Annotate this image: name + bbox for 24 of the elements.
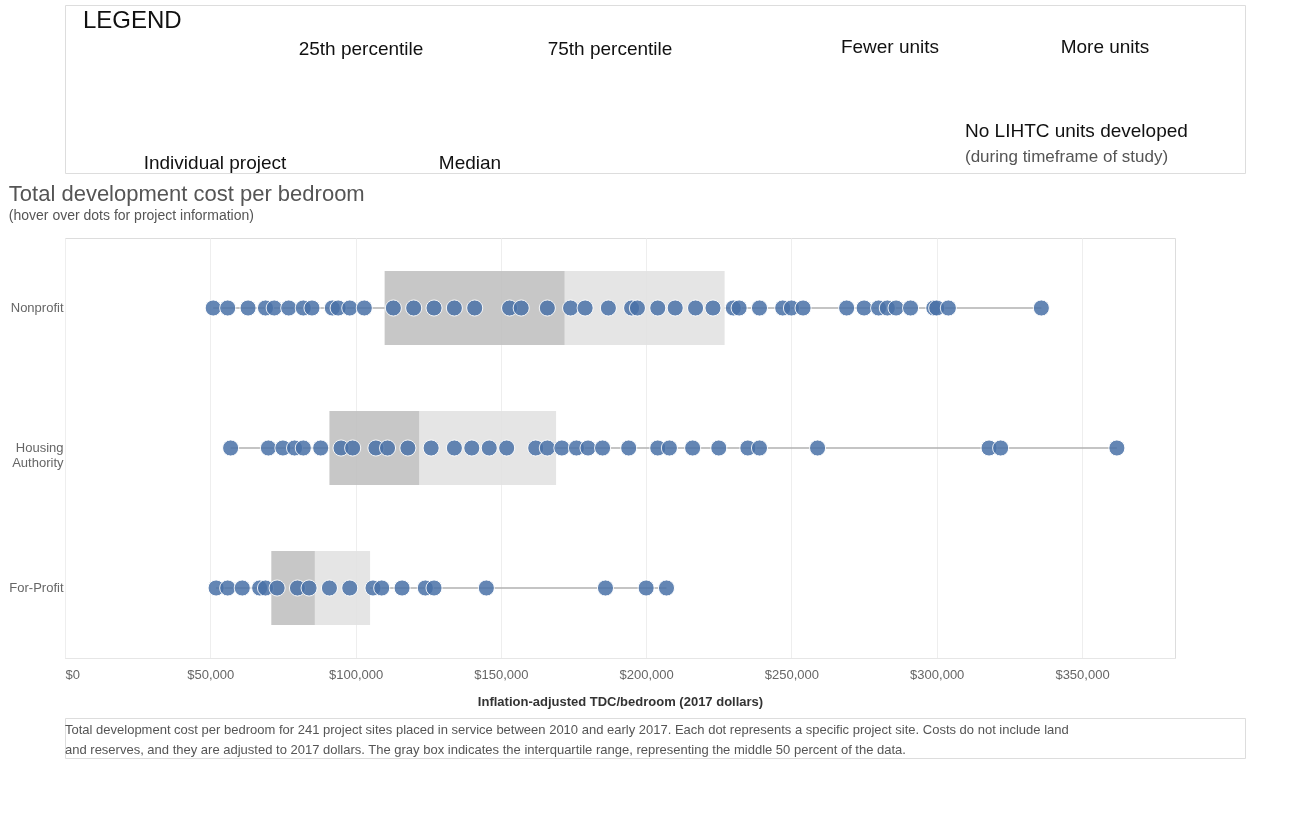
text: (during timeframe of study): [965, 147, 1169, 166]
y-tick-label: For-Profit: [9, 580, 64, 595]
y-tick-label: Housing Authority: [12, 440, 64, 470]
x-axis-title: Inflation-adjusted TDC/bedroom (2017 dollars): [477, 693, 764, 709]
x-tick-label: $100,000: [328, 666, 384, 682]
x-tick-label: $350,000: [1055, 666, 1110, 682]
text: 25th percentile: [298, 38, 424, 59]
text: Median: [438, 152, 502, 173]
y-tick-label: Nonprofit: [10, 300, 64, 315]
x-tick-label: $200,000: [619, 666, 674, 682]
x-tick-label: $250,000: [764, 666, 820, 682]
chart-title: Total development cost per bedroom: [8, 181, 365, 206]
text: LEGEND: [83, 6, 182, 33]
x-tick-label: $150,000: [474, 666, 529, 682]
text: Individual project: [143, 152, 288, 173]
text: More units: [1060, 36, 1150, 57]
x-tick-label: $0: [65, 666, 80, 682]
text: Total development cost per bedroom for 241 project sites placed in service between 2010 and early 2017. Each dot represents a specific project site. Costs do not include land and reserves, and they are adjusted to 2017 dollars. The gray box indicates the interquartile range, representing the middle 50 percent of the data.: [65, 722, 1069, 757]
text: No LIHTC units developed: [965, 120, 1188, 141]
text: 75th percentile: [547, 38, 673, 59]
text: Fewer units: [840, 36, 940, 57]
chart-subtitle: (hover over dots for project information): [8, 207, 254, 223]
x-tick-label: $50,000: [187, 666, 235, 682]
x-tick-label: $300,000: [910, 666, 965, 682]
